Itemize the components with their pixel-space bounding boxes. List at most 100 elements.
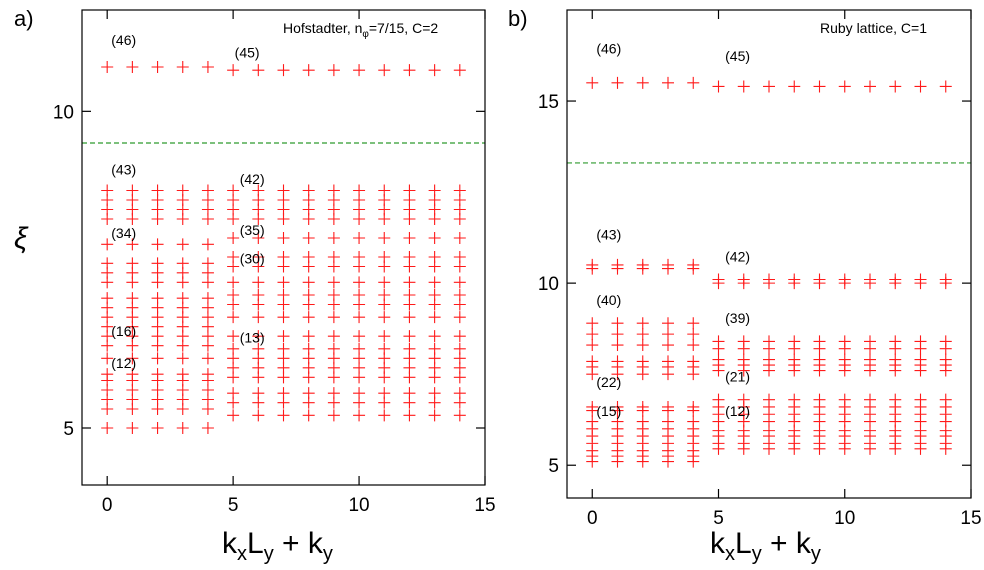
data-point	[586, 76, 599, 89]
data-point	[403, 298, 416, 311]
data-point	[763, 364, 775, 377]
data-point	[176, 339, 189, 352]
x-tick-label: 15	[474, 495, 495, 516]
data-point	[939, 277, 952, 290]
data-point	[453, 213, 466, 225]
data-point	[914, 80, 927, 93]
data-point	[662, 262, 674, 275]
data-point	[378, 409, 391, 422]
data-point	[353, 260, 366, 273]
data-point	[586, 455, 599, 468]
data-point	[252, 330, 265, 343]
data-point	[687, 404, 700, 417]
data-point	[428, 232, 441, 244]
data-point	[428, 409, 441, 422]
data-point	[428, 298, 441, 311]
data-point	[327, 396, 340, 409]
data-point	[428, 276, 441, 289]
data-point	[353, 330, 366, 343]
sector-label: (42)	[240, 171, 265, 187]
data-point	[403, 409, 416, 422]
data-point	[586, 317, 599, 330]
data-point	[864, 80, 876, 93]
data-point	[378, 371, 391, 384]
data-point	[428, 396, 441, 409]
data-point	[302, 330, 315, 343]
data-point	[277, 311, 290, 324]
data-point	[302, 260, 315, 273]
data-point	[327, 330, 340, 343]
data-point	[788, 342, 801, 355]
data-point	[636, 76, 649, 89]
data-point	[586, 328, 599, 341]
data-point	[277, 276, 290, 289]
data-point	[611, 455, 624, 468]
sector-label: (43)	[111, 162, 136, 178]
sector-label: (16)	[111, 323, 136, 339]
data-point	[586, 404, 599, 417]
data-point	[662, 317, 674, 330]
data-point	[151, 422, 164, 434]
data-point	[453, 260, 466, 273]
data-point	[864, 364, 876, 377]
data-point	[889, 80, 902, 93]
data-point	[277, 330, 290, 343]
data-point	[636, 455, 649, 468]
data-point	[353, 276, 366, 289]
data-point	[611, 339, 624, 352]
data-point	[788, 277, 801, 290]
data-point	[277, 260, 290, 273]
data-point	[737, 277, 750, 290]
data-point	[453, 276, 466, 289]
data-point	[378, 396, 391, 409]
y-tick-label: 5	[548, 456, 559, 477]
data-point	[662, 455, 674, 468]
panel-a-tag: a)	[14, 6, 34, 31]
data-point	[378, 232, 391, 244]
data-point	[126, 403, 139, 415]
data-point	[353, 232, 366, 244]
data-point	[687, 368, 700, 381]
data-point	[662, 339, 674, 352]
y-tick-label: 15	[538, 92, 559, 113]
data-point	[813, 80, 826, 93]
data-point	[227, 64, 240, 77]
data-point	[378, 311, 391, 324]
data-point	[737, 80, 750, 93]
data-point	[889, 277, 902, 290]
data-point	[126, 213, 139, 225]
data-point	[302, 396, 315, 409]
data-point	[151, 276, 164, 289]
panel-b-frame	[566, 9, 972, 499]
panel-a-ylabel: ξ	[14, 222, 29, 255]
data-point	[227, 371, 240, 384]
sector-label: (15)	[596, 403, 621, 419]
data-point	[201, 276, 214, 289]
data-point	[838, 277, 851, 290]
data-point	[586, 339, 599, 352]
data-point	[428, 311, 441, 324]
data-point	[302, 298, 315, 311]
data-point	[788, 442, 801, 455]
data-point	[277, 409, 290, 422]
data-point	[327, 409, 340, 422]
data-point	[453, 330, 466, 343]
data-point	[227, 213, 240, 225]
data-point	[788, 364, 801, 377]
panel-b-xlabel: kxLy + ky	[710, 527, 821, 565]
data-point	[302, 409, 315, 422]
data-point	[453, 371, 466, 384]
data-point	[403, 330, 416, 343]
data-point	[252, 276, 265, 289]
x-tick-label: 10	[348, 495, 369, 516]
data-point	[939, 80, 952, 93]
data-point	[864, 277, 876, 290]
data-point	[252, 260, 265, 273]
data-point	[252, 213, 265, 225]
sector-label: (35)	[240, 222, 265, 238]
data-point	[403, 396, 416, 409]
data-point	[151, 403, 164, 415]
data-point	[201, 352, 214, 365]
data-point	[403, 371, 416, 384]
